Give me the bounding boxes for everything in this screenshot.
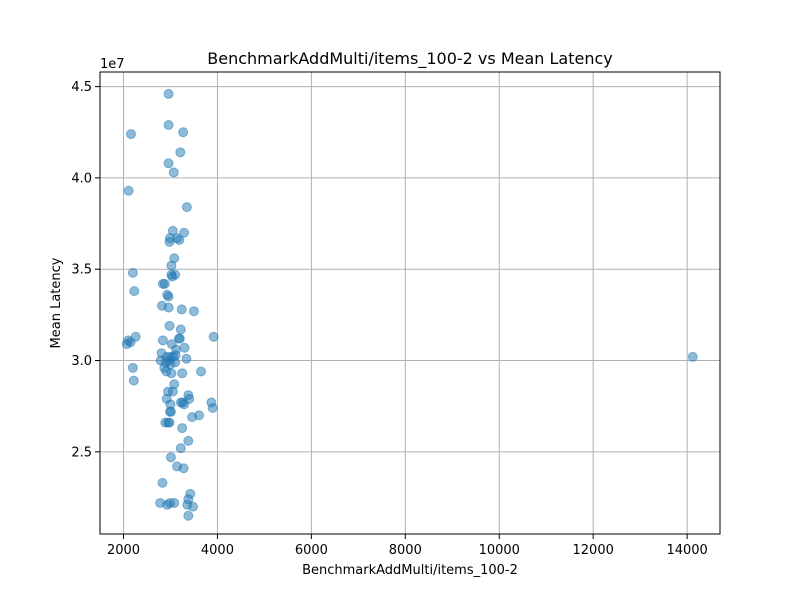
data-point [181, 353, 192, 364]
data-point [183, 510, 194, 521]
data-point [188, 306, 199, 317]
data-point [164, 406, 175, 417]
data-point [126, 129, 136, 140]
data-point [178, 463, 189, 474]
y-tick-label: 4.0 [71, 171, 92, 186]
data-point [175, 147, 186, 158]
chart-title: BenchmarkAddMulti/items_100-2 vs Mean La… [207, 49, 612, 69]
data-point [127, 267, 138, 278]
data-point [164, 236, 175, 247]
data-point [177, 368, 188, 379]
data-point [687, 351, 698, 362]
y-tick-label: 2.5 [71, 445, 92, 460]
data-point [164, 497, 175, 508]
data-point [177, 423, 188, 434]
data-point [164, 320, 175, 331]
y-tick-label: 3.0 [71, 354, 92, 369]
data-point [121, 339, 132, 350]
data-point [167, 271, 178, 282]
x-tick-label: 8000 [389, 543, 422, 558]
data-point [157, 335, 168, 346]
data-point [176, 304, 187, 315]
y-tick-label: 4.5 [71, 80, 92, 95]
x-tick-label: 2000 [107, 543, 140, 558]
data-point [166, 260, 177, 271]
plot-frame [99, 71, 721, 535]
y-axis-offset-label: 1e7 [100, 57, 125, 72]
data-point [167, 386, 178, 397]
data-point [179, 227, 190, 238]
grid-lines [100, 72, 720, 534]
axis-ticks: 2000 4000 6000 8000 10000 12000 14000 2.5 3.0 3.5… [71, 80, 707, 558]
data-point [163, 291, 174, 302]
x-tick-label: 10000 [479, 543, 520, 558]
data-point [128, 375, 139, 386]
data-point [163, 119, 174, 130]
y-tick-label: 3.5 [71, 263, 92, 278]
data-point [179, 342, 190, 353]
data-point [165, 452, 176, 463]
y-axis-title: Mean Latency [49, 257, 64, 348]
data-point [207, 403, 218, 413]
data-point [188, 501, 198, 512]
x-tick-label: 12000 [573, 543, 614, 558]
data-point [163, 302, 174, 313]
data-point [178, 127, 189, 138]
data-point [159, 278, 170, 289]
data-point [163, 417, 174, 428]
data-point [168, 167, 179, 178]
data-point [179, 399, 190, 410]
data-point [166, 368, 177, 379]
data-point [123, 185, 134, 196]
data-point [195, 366, 206, 377]
x-axis-title: BenchmarkAddMulti/items_100-2 [302, 563, 518, 578]
data-point [163, 88, 174, 99]
data-point [157, 477, 168, 488]
data-point [175, 324, 186, 335]
data-point [187, 412, 198, 423]
x-tick-label: 14000 [666, 543, 707, 558]
data-point [175, 443, 186, 454]
data-point [181, 202, 192, 213]
data-point [127, 362, 138, 373]
data-point [174, 235, 185, 245]
data-point [208, 331, 219, 342]
data-point [173, 333, 184, 344]
data-point [183, 435, 194, 446]
x-tick-label: 4000 [201, 543, 234, 558]
x-tick-label: 6000 [295, 543, 328, 558]
data-points [121, 88, 698, 521]
data-point [129, 286, 140, 297]
data-point [163, 158, 174, 169]
data-point [170, 357, 181, 368]
